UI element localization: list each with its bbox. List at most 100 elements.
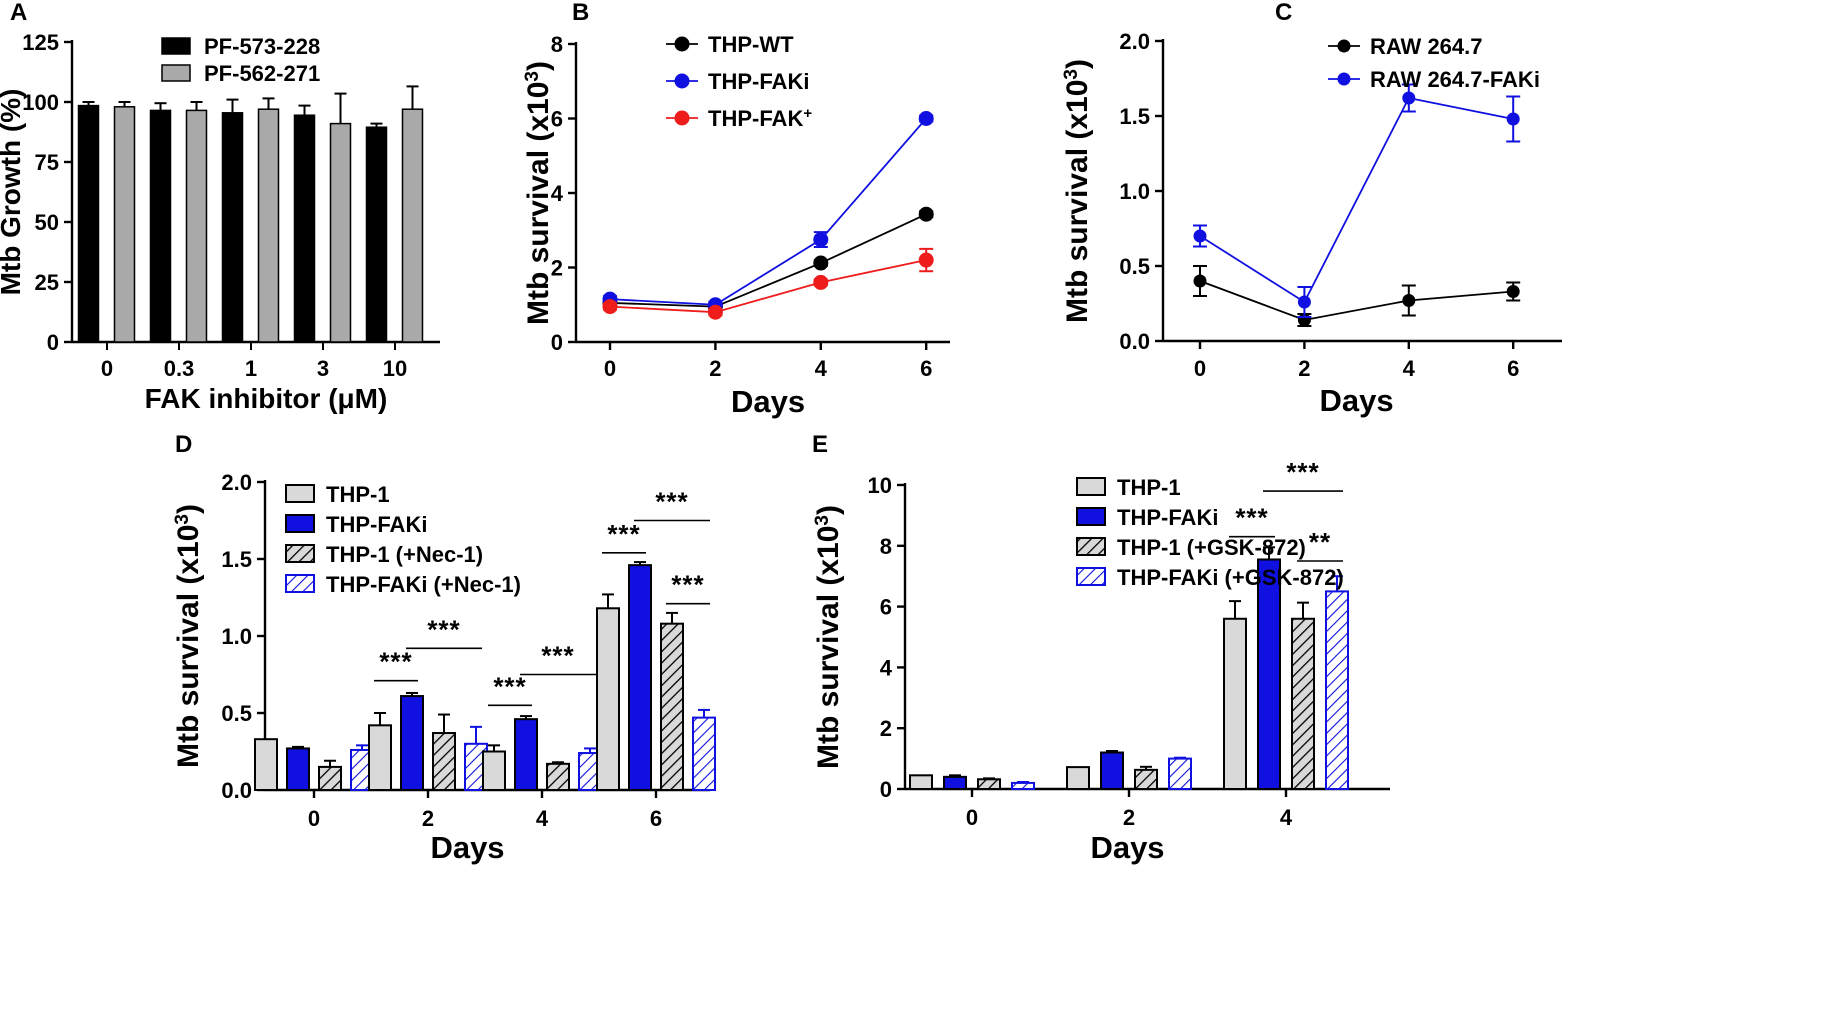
panel-b-chart: B 0 2 4 6 8 Mtb survival (x103) 0 2 4 6 Days THP-WT T…	[522, 0, 950, 419]
panel-e-bar	[909, 774, 933, 791]
panel-e-y-tick-label: 10	[868, 473, 892, 498]
panel-d-bar	[400, 695, 424, 791]
panel-d-legend-label: THP-FAKi (+Nec-1)	[326, 572, 521, 597]
panel-e-bar	[1257, 558, 1281, 790]
panel-e-x-axis-title: Days	[1090, 830, 1164, 865]
panel-b-series-line	[609, 213, 927, 308]
panel-a-bar-pf-562-271	[329, 122, 352, 343]
panel-b-legend-marker	[674, 73, 690, 89]
panel-b-x-tick-label: 2	[709, 356, 721, 381]
panel-e-bar	[1223, 617, 1247, 791]
panel-d-bar	[286, 747, 310, 791]
panel-c-x-tick-label: 6	[1507, 356, 1519, 381]
panel-a-bar-pf-573-228	[221, 112, 244, 343]
panel-e-y-tick-label: 0	[880, 777, 892, 802]
panel-d-significance-label: ***	[671, 570, 704, 600]
panel-c-data-point	[1193, 229, 1207, 243]
panel-c-data-point	[1193, 274, 1207, 288]
panel-d-bar	[514, 718, 538, 791]
panel-d-x-tick-label: 2	[422, 806, 434, 831]
panel-c-y-tick-label: 1.5	[1119, 104, 1150, 129]
panel-e-legend-label: THP-1	[1117, 475, 1181, 500]
panel-d-y-tick-label: 0.0	[221, 778, 252, 803]
panel-a-legend-label: PF-573-228	[204, 34, 320, 59]
panel-d-legend-swatch	[285, 514, 315, 533]
panel-b-y-tick-label: 0	[551, 330, 563, 355]
panel-b-data-point	[813, 274, 829, 290]
panel-e-legend-swatch	[1076, 507, 1106, 526]
panel-c-y-tick-label: 0.0	[1119, 329, 1150, 354]
panel-d-legend-label: THP-FAKi	[326, 512, 427, 537]
panel-c-y-tick-label: 0.5	[1119, 254, 1150, 279]
panel-c-data-point	[1506, 112, 1520, 126]
panel-a-legend-label: PF-562-271	[204, 61, 320, 86]
panel-b-y-tick-label: 6	[551, 107, 563, 132]
panel-e-bar	[977, 778, 1001, 790]
panel-b-legend-label: THP-WT	[708, 32, 794, 57]
panel-e-legend-label: THP-FAKi (+GSK-872)	[1117, 565, 1344, 590]
panel-d-legend-swatch	[285, 484, 315, 503]
panel-d-significance-label: ***	[541, 641, 574, 671]
panel-a-y-tick-label: 25	[35, 270, 59, 295]
panel-d-legend-swatch	[285, 574, 315, 593]
panel-d-y-tick-label: 1.0	[221, 624, 252, 649]
panel-d-bar	[432, 732, 456, 792]
panel-d-legend-label: THP-1	[326, 482, 390, 507]
panel-d-significance-label: ***	[655, 487, 688, 517]
panel-a-x-tick-label: 10	[383, 356, 407, 381]
panel-a-bar-pf-562-271	[113, 106, 136, 343]
panel-a-bar-pf-573-228	[77, 104, 100, 343]
panel-d-y-tick-label: 1.5	[221, 547, 252, 572]
panel-e-significance-label: **	[1309, 527, 1331, 557]
panel-d-chart: D 0.0 0.5 1.0 1.5 2.0 Mtb survival (x103) 0 2 4 6 D…	[172, 431, 716, 865]
panel-d-significance-label: ***	[379, 647, 412, 677]
panel-e-y-tick-label: 4	[880, 655, 893, 680]
panel-c-series-line	[1199, 280, 1514, 321]
panel-d-legend-swatch	[285, 544, 315, 563]
panel-b-label: B	[572, 0, 589, 26]
panel-e-significance-label: ***	[1286, 457, 1319, 487]
panel-b-data-point	[813, 255, 829, 271]
panel-e-bar	[1134, 768, 1158, 791]
panel-e-y-axis-title: Mtb survival (x103)	[812, 505, 846, 769]
panel-d-significance-label: ***	[493, 671, 526, 701]
panel-d-y-tick-label: 2.0	[221, 470, 252, 495]
panel-b-legend-marker	[674, 36, 690, 52]
panel-c-x-tick-label: 2	[1298, 356, 1310, 381]
panel-a-x-tick-label: 3	[317, 356, 329, 381]
panel-e-y-tick-label: 6	[880, 595, 892, 620]
panel-e-significance-label: ***	[1235, 503, 1268, 533]
panel-b-y-tick-label: 4	[551, 181, 564, 206]
panel-c-y-tick-label: 2.0	[1119, 29, 1150, 54]
panel-b-y-tick-label: 8	[551, 32, 563, 57]
panel-b-data-point	[707, 304, 723, 320]
panel-b-series-line	[609, 259, 927, 314]
panel-b-data-point	[602, 299, 618, 315]
panel-e-legend-swatch	[1076, 477, 1106, 496]
panel-c-y-tick-label: 1.0	[1119, 179, 1150, 204]
panel-c-series-line	[1199, 96, 1514, 304]
panel-b-data-point	[918, 252, 934, 268]
panel-c-x-tick-label: 0	[1194, 356, 1206, 381]
panel-d-significance-label: ***	[427, 614, 460, 644]
panel-c-x-axis-title: Days	[1320, 383, 1394, 418]
panel-a-y-tick-label: 125	[22, 30, 59, 55]
panel-e-legend-swatch	[1076, 567, 1106, 586]
panel-a-bar-pf-573-228	[149, 109, 172, 343]
panel-b-x-tick-label: 0	[604, 356, 616, 381]
panel-e-x-tick-label: 2	[1123, 805, 1135, 830]
panel-b-x-axis-title: Days	[731, 384, 805, 419]
panel-e-bar	[1291, 617, 1315, 791]
panel-b-y-axis-title: Mtb survival (x103)	[522, 61, 556, 325]
panel-d-bar	[628, 564, 652, 791]
panel-d-bar	[596, 607, 620, 792]
panel-e-y-tick-label: 8	[880, 534, 892, 559]
panel-d-bar	[482, 750, 506, 791]
panel-d-y-axis-title: Mtb survival (x103)	[172, 504, 206, 768]
panel-a-x-tick-label: 0	[101, 356, 113, 381]
panel-b-x-tick-label: 6	[920, 356, 932, 381]
panel-b-legend-label: THP-FAK+	[708, 105, 812, 132]
panel-c-y-axis-title: Mtb survival (x103)	[1061, 59, 1095, 323]
panel-d-bar	[660, 622, 684, 791]
